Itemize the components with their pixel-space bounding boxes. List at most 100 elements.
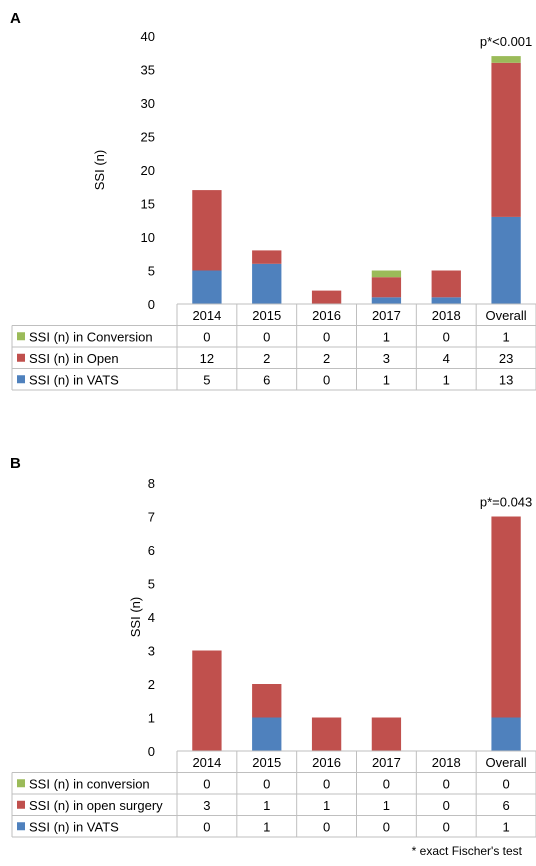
data-table-value: 23 — [499, 351, 513, 366]
y-tick-label: 2 — [148, 677, 155, 692]
legend-swatch — [17, 375, 25, 384]
legend-entry: SSI (n) in conversion — [29, 776, 150, 791]
data-table-value: 0 — [323, 819, 330, 834]
bar-segment — [311, 290, 342, 304]
bar-segment — [431, 270, 461, 298]
data-table-value: 0 — [383, 819, 390, 834]
y-tick-label: 6 — [148, 543, 155, 558]
bar-segment — [252, 263, 282, 304]
data-table-value: 12 — [200, 351, 214, 366]
p-value-annotation: p*<0.001 — [480, 34, 532, 49]
category-label: 2018 — [432, 308, 461, 323]
footnote: * exact Fischer's test — [411, 844, 522, 858]
data-table-value: 1 — [263, 819, 270, 834]
y-tick-label: 8 — [148, 476, 155, 491]
data-table-value: 0 — [203, 329, 210, 344]
category-label: 2015 — [252, 308, 281, 323]
y-tick-label: 30 — [141, 96, 155, 111]
y-tick-label: 7 — [148, 510, 155, 525]
data-table-value: 0 — [502, 776, 509, 791]
y-tick-label: 4 — [148, 610, 155, 625]
category-label: 2017 — [372, 755, 401, 770]
data-table-value: 1 — [383, 372, 390, 387]
bar-segment — [252, 717, 282, 751]
y-tick-label: 25 — [141, 130, 155, 145]
category-label: Overall — [485, 308, 526, 323]
data-table-value: 0 — [323, 372, 330, 387]
legend-swatch — [17, 822, 25, 831]
y-axis-label: SSI (n) — [128, 597, 143, 637]
data-table-value: 1 — [443, 372, 450, 387]
bar-segment — [491, 216, 521, 304]
legend-entry: SSI (n) in VATS — [29, 372, 119, 387]
legend-swatch — [17, 800, 25, 809]
data-table-value: 0 — [383, 776, 390, 791]
y-tick-label: 5 — [148, 577, 155, 592]
data-table-value: 1 — [263, 798, 270, 813]
legend-entry: SSI (n) in Open — [29, 351, 119, 366]
y-tick-label: 40 — [141, 29, 155, 44]
data-table-value: 0 — [203, 819, 210, 834]
bar-segment — [491, 62, 521, 217]
bar-segment — [252, 250, 282, 264]
data-table-value: 1 — [502, 819, 509, 834]
y-tick-label: 0 — [148, 297, 155, 312]
chart-b: 0 1 2 3 4 5 6 7 8 SSI (n) p*=0.043 2014 2015 2016 2017… — [11, 476, 536, 838]
data-table-value: 1 — [323, 798, 330, 813]
data-table-value: 6 — [502, 798, 509, 813]
legend-entry: SSI (n) in open surgery — [29, 798, 163, 813]
data-table-value: 4 — [443, 351, 450, 366]
data-table-value: 1 — [383, 798, 390, 813]
bar-segment — [252, 684, 282, 718]
y-tick-label: 5 — [148, 264, 155, 279]
data-table-value: 1 — [383, 329, 390, 344]
bar-segment — [491, 56, 521, 63]
data-table-value: 6 — [263, 372, 270, 387]
data-table-value: 3 — [383, 351, 390, 366]
legend-swatch — [17, 353, 25, 362]
y-tick-label: 0 — [148, 744, 155, 759]
data-table-value: 3 — [203, 798, 210, 813]
category-label: 2016 — [312, 308, 341, 323]
data-table-value: 2 — [263, 351, 270, 366]
bar-segment — [192, 190, 222, 271]
y-tick-label: 35 — [141, 63, 155, 78]
bar-segment — [371, 717, 402, 751]
y-tick-label: 3 — [148, 644, 155, 659]
data-table-value: 0 — [443, 819, 450, 834]
data-table-value: 1 — [502, 329, 509, 344]
panel-label-a: A — [10, 10, 21, 27]
bar-segment — [371, 297, 402, 304]
y-tick-label: 15 — [141, 197, 155, 212]
bar-segment — [192, 650, 222, 751]
category-label: 2015 — [252, 755, 281, 770]
data-table-value: 0 — [443, 329, 450, 344]
bar-segment — [311, 717, 342, 751]
legend-swatch — [17, 332, 25, 341]
bar-segment — [371, 277, 402, 298]
category-label: 2016 — [312, 755, 341, 770]
bar-segment — [431, 297, 461, 304]
legend-swatch — [17, 779, 25, 788]
bar-segment — [371, 270, 402, 278]
y-tick-label: 10 — [141, 230, 155, 245]
bar-segment — [192, 270, 222, 304]
category-label: 2018 — [432, 755, 461, 770]
bar-segment — [491, 717, 521, 751]
data-table-value: 0 — [323, 329, 330, 344]
legend-entry: SSI (n) in Conversion — [29, 329, 153, 344]
panel-label-b: B — [10, 455, 21, 472]
y-tick-label: 20 — [141, 163, 155, 178]
data-table-value: 0 — [263, 329, 270, 344]
data-table-value: 0 — [203, 776, 210, 791]
category-label: 2014 — [192, 308, 221, 323]
legend-entry: SSI (n) in VATS — [29, 819, 119, 834]
data-table-value: 2 — [323, 351, 330, 366]
y-axis-label: SSI (n) — [92, 150, 107, 190]
data-table-value: 0 — [323, 776, 330, 791]
p-value-annotation: p*=0.043 — [480, 495, 532, 510]
category-label: 2014 — [192, 755, 221, 770]
bar-segment — [491, 516, 521, 718]
data-table-value: 13 — [499, 372, 513, 387]
